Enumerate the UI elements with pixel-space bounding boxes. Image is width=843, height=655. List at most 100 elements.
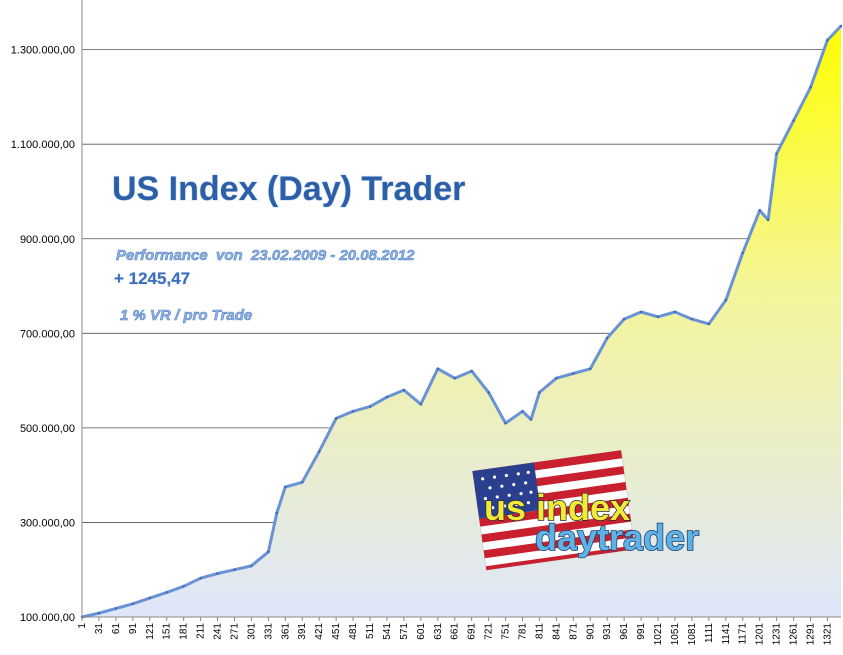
x-tick-label: 361 — [280, 623, 291, 640]
data-point — [402, 388, 406, 392]
x-tick-label: 871 — [568, 623, 579, 640]
x-tick-label: 121 — [145, 623, 156, 640]
x-tick-label: 1141 — [721, 623, 732, 645]
data-point — [589, 367, 592, 370]
data-point — [233, 568, 236, 571]
data-point — [131, 602, 134, 605]
data-point — [572, 372, 575, 375]
data-point — [529, 418, 533, 421]
data-point — [606, 336, 609, 340]
data-point — [318, 450, 321, 453]
data-point — [690, 317, 694, 321]
x-tick-label: 391 — [297, 623, 308, 640]
data-point — [741, 251, 744, 255]
x-tick-label: 271 — [229, 623, 240, 640]
x-tick-label: 901 — [585, 623, 596, 640]
data-point — [334, 417, 338, 420]
y-axis-labels: 100.000,00 300.000,00 500.000,00 700.000,00… — [11, 45, 75, 624]
x-tick-label: 1051 — [670, 623, 681, 646]
data-point — [521, 410, 524, 413]
y-tick-label: 700.000,00 — [20, 328, 75, 340]
x-tick-label: 511 — [365, 623, 376, 639]
data-point — [639, 310, 643, 314]
x-tick-label: 841 — [551, 623, 562, 640]
x-tick-label: 991 — [636, 623, 647, 640]
data-point — [436, 367, 439, 370]
chart-title: US Index (Day) Trader — [112, 170, 465, 208]
series-area-fill — [82, 26, 841, 617]
x-tick-label: 1 — [77, 623, 88, 629]
x-tick-label: 151 — [162, 623, 173, 640]
y-tick-label: 1.100.000,00 — [11, 139, 75, 151]
data-point — [284, 485, 287, 489]
logo-text-us-index: us index — [484, 487, 630, 528]
x-tick-label: 1321 — [822, 623, 833, 646]
data-point — [453, 377, 456, 380]
x-tick-label: 721 — [484, 623, 495, 640]
data-point — [622, 317, 626, 321]
x-tick-label: 661 — [450, 623, 461, 640]
y-tick-label: 100.000,00 — [20, 612, 75, 624]
data-point — [673, 310, 677, 314]
x-tick-label: 241 — [213, 623, 224, 640]
data-point — [487, 391, 490, 394]
x-tick-label: 631 — [433, 623, 444, 640]
x-tick-label: 181 — [179, 623, 190, 640]
x-tick-label: 1081 — [687, 623, 698, 646]
logo-text-daytrader: daytrader — [535, 517, 699, 558]
data-point — [216, 572, 219, 575]
data-point — [275, 511, 278, 515]
x-tick-label: 31 — [94, 623, 105, 635]
data-point — [470, 369, 473, 373]
x-tick-label: 571 — [399, 623, 410, 640]
x-tick-label: 1231 — [772, 623, 783, 646]
data-point — [199, 577, 202, 580]
x-tick-label: 781 — [517, 623, 528, 640]
data-point — [792, 119, 795, 122]
x-tick-label: 811 — [534, 623, 545, 639]
x-tick-label: 751 — [501, 623, 512, 640]
y-tick-label: 1.300.000,00 — [11, 45, 75, 57]
data-point — [724, 299, 727, 302]
x-tick-label: 1171 — [738, 623, 749, 645]
performance-label: Performance von 23.02.2009 - 20.08.2012 — [116, 247, 415, 264]
data-point — [809, 86, 812, 89]
x-tick-label: 331 — [263, 623, 274, 640]
data-point — [385, 395, 389, 399]
data-point — [555, 377, 558, 380]
data-point — [775, 152, 778, 155]
data-point — [758, 209, 761, 212]
data-point — [538, 391, 541, 394]
data-point — [368, 405, 372, 408]
x-tick-label: 601 — [416, 623, 427, 640]
data-point — [182, 585, 185, 588]
data-point — [419, 403, 422, 406]
data-point — [267, 550, 270, 553]
data-point — [766, 218, 770, 221]
data-point — [165, 591, 168, 594]
x-tick-label: 1021 — [653, 623, 664, 646]
us-flag-icon — [472, 449, 636, 571]
x-axis-labels: 1 31 61 91 121 151 181 211 241 271 301 331 361 391 421… — [77, 617, 833, 645]
data-point — [826, 39, 829, 42]
x-tick-label: 1201 — [755, 623, 766, 646]
x-tick-label: 1111 — [704, 623, 715, 643]
x-tick-label: 451 — [331, 623, 342, 640]
x-tick-label: 931 — [602, 623, 613, 640]
data-point — [504, 422, 507, 425]
y-tick-label: 900.000,00 — [20, 234, 75, 246]
x-tick-label: 421 — [314, 623, 325, 640]
x-tick-label: 541 — [382, 623, 393, 640]
data-point — [114, 607, 118, 610]
performance-value: + 1245,47 — [114, 269, 190, 288]
data-point — [148, 596, 151, 600]
x-tick-label: 91 — [128, 623, 139, 635]
y-tick-label: 300.000,00 — [20, 517, 75, 529]
x-tick-label: 61 — [111, 623, 122, 635]
data-point — [97, 612, 101, 615]
x-tick-label: 211 — [196, 623, 207, 639]
data-point — [839, 24, 843, 28]
brand-logo: us index daytrader — [472, 449, 700, 571]
data-point — [351, 410, 355, 413]
